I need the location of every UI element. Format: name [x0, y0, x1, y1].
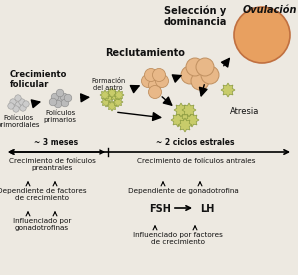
- Text: Influenciado por
gonadotrofinas: Influenciado por gonadotrofinas: [13, 218, 71, 231]
- Text: Crecimiento de folículos
preantrales: Crecimiento de folículos preantrales: [9, 158, 95, 171]
- Text: Dependiente de gonadotrofina: Dependiente de gonadotrofina: [128, 188, 238, 194]
- Circle shape: [20, 105, 26, 111]
- Polygon shape: [221, 83, 235, 97]
- Text: ~ 3 meses: ~ 3 meses: [34, 138, 78, 147]
- Circle shape: [156, 75, 168, 87]
- Polygon shape: [107, 101, 117, 111]
- Circle shape: [51, 93, 59, 101]
- Text: Folículos
primordiales: Folículos primordiales: [0, 115, 40, 128]
- Circle shape: [181, 66, 199, 84]
- Circle shape: [148, 78, 162, 92]
- Text: Dependiente de factores
de crecimiento: Dependiente de factores de crecimiento: [0, 188, 87, 201]
- Text: ~ 2 ciclos estrales: ~ 2 ciclos estrales: [156, 138, 234, 147]
- Text: Crecimiento
folicular: Crecimiento folicular: [10, 70, 67, 89]
- Circle shape: [23, 101, 29, 107]
- Circle shape: [61, 99, 69, 107]
- Circle shape: [54, 100, 62, 108]
- Circle shape: [56, 96, 64, 104]
- Polygon shape: [171, 113, 185, 127]
- Text: Selección y
dominancia: Selección y dominancia: [163, 5, 227, 27]
- Circle shape: [60, 93, 68, 101]
- Text: Crecimiento de folículos antrales: Crecimiento de folículos antrales: [137, 158, 255, 164]
- Polygon shape: [182, 103, 196, 117]
- Circle shape: [56, 89, 64, 97]
- Polygon shape: [113, 97, 123, 107]
- Text: Ovulación: Ovulación: [243, 5, 297, 15]
- Polygon shape: [114, 90, 124, 100]
- Polygon shape: [178, 108, 192, 122]
- Polygon shape: [101, 97, 111, 107]
- Polygon shape: [100, 90, 110, 100]
- Circle shape: [234, 7, 290, 63]
- Circle shape: [15, 95, 21, 101]
- Polygon shape: [174, 103, 188, 117]
- Polygon shape: [104, 92, 114, 102]
- Text: Influenciado por factores
de crecimiento: Influenciado por factores de crecimiento: [133, 232, 223, 245]
- Circle shape: [196, 58, 214, 76]
- Circle shape: [64, 94, 72, 102]
- Circle shape: [15, 102, 21, 108]
- Circle shape: [142, 75, 154, 87]
- Text: Atresia: Atresia: [230, 108, 259, 117]
- Polygon shape: [107, 88, 117, 98]
- Text: FSH: FSH: [149, 204, 171, 214]
- Circle shape: [186, 58, 204, 76]
- Circle shape: [10, 99, 16, 105]
- Text: LH: LH: [200, 204, 214, 214]
- Circle shape: [19, 99, 25, 105]
- Polygon shape: [178, 118, 192, 132]
- Text: Reclutamiento: Reclutamiento: [105, 48, 185, 58]
- Polygon shape: [185, 113, 199, 127]
- Circle shape: [153, 68, 165, 81]
- Circle shape: [8, 103, 14, 109]
- Circle shape: [145, 68, 158, 81]
- Circle shape: [191, 72, 209, 90]
- Circle shape: [13, 106, 19, 112]
- Circle shape: [201, 66, 219, 84]
- Circle shape: [148, 86, 162, 98]
- Polygon shape: [110, 91, 120, 101]
- Text: Folículos
primarios: Folículos primarios: [44, 110, 77, 123]
- Circle shape: [49, 98, 57, 106]
- Text: Formación
del antro: Formación del antro: [91, 78, 125, 91]
